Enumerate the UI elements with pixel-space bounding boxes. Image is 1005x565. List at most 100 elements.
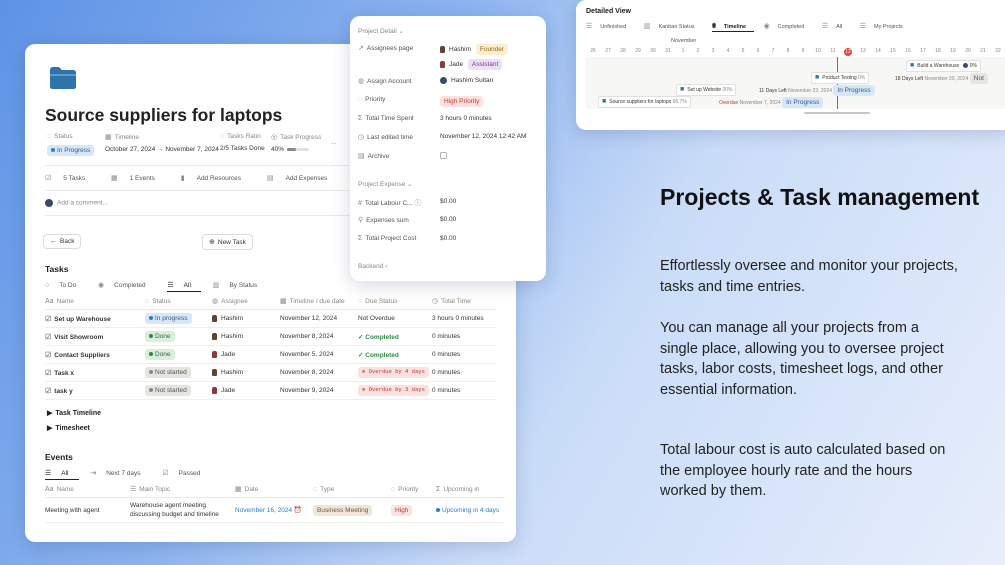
event-priority: High <box>391 497 436 523</box>
project-detail-section[interactable]: Project Detail ⌄ <box>358 28 404 35</box>
events-heading: Events <box>45 452 73 462</box>
task-due-status: ✓ Completed <box>358 345 432 364</box>
task-date: November 8, 2024 <box>280 327 358 346</box>
table-row[interactable]: ☑ Task x Not started Hashim November 8, 2024… <box>45 363 496 382</box>
column-header[interactable]: ◌ Status <box>145 294 212 310</box>
comment-input[interactable]: Add a comment... <box>45 199 108 207</box>
task-icon: ☑ <box>45 387 52 395</box>
divider <box>45 165 496 166</box>
table-row[interactable]: ☑ Set up Warehouse In progress Hashim Novemb… <box>45 309 496 328</box>
new-task-button[interactable]: ⊕ New Task <box>202 234 253 250</box>
events-relation[interactable]: ▦ 1 Events <box>111 175 155 182</box>
chevron-down-icon: ⌄ <box>407 181 413 188</box>
text-icon: Aa <box>45 485 54 493</box>
tab-unfinished[interactable]: ☰ Unfinished <box>586 23 627 30</box>
day-label: 27 <box>605 48 611 54</box>
column-header[interactable]: ◌ Priority <box>391 482 436 498</box>
tasks-relation[interactable]: ☑ 5 Tasks <box>45 175 86 182</box>
column-header[interactable]: Σ Upcoming in <box>436 482 505 498</box>
column-header[interactable]: ▦ Timeline / due date <box>280 294 358 310</box>
text-lines-icon: ☰ <box>130 486 137 493</box>
plus-circle-icon: ⊕ <box>209 239 215 246</box>
column-header[interactable]: Aa Name <box>45 482 130 498</box>
board-icon: ▥ <box>643 23 651 30</box>
timesheet-toggle[interactable]: ▶ Timesheet <box>47 425 90 432</box>
view-tabs: ☰ Unfinished ▥ Kanban Status ⩩ Timeline ◉ Co… <box>586 22 919 32</box>
tab-all-events[interactable]: ☰ All <box>45 470 79 480</box>
project-expense-section[interactable]: Project Expense ⌄ <box>358 181 413 188</box>
table-row[interactable]: ☑ task y Not started Jade November 9, 2024 ⊗ … <box>45 381 496 400</box>
task-due-status: ⊗ Overdue by 3 days <box>358 381 432 400</box>
triangle-right-icon: ▶ <box>47 425 53 432</box>
tab-by-status[interactable]: ▥ By Status <box>212 282 258 289</box>
task-date: November 12, 2024 <box>280 309 358 328</box>
task-total-time: 0 minutes <box>432 327 496 346</box>
tab-all[interactable]: ☰ All <box>821 23 843 30</box>
intro-paragraph: Effortlessly oversee and monitor your pr… <box>660 258 958 295</box>
tab-kanban-status[interactable]: ▥ Kanban Status <box>643 23 695 30</box>
task-name: ☑ Task x <box>45 363 145 382</box>
receipt-icon: ▤ <box>266 175 274 182</box>
task-icon: ☑ <box>45 369 52 377</box>
table-row[interactable]: ☑ Visit Showroom Done Hashim November 8, 202… <box>45 327 496 346</box>
people-icon: ◍ <box>358 78 365 85</box>
task-total-time: 0 minutes <box>432 363 496 382</box>
more-properties-button[interactable]: ... <box>331 139 337 146</box>
backend-section[interactable]: Backend › <box>358 263 388 270</box>
task-total-time: 3 hours 0 minutes <box>432 309 496 328</box>
column-header[interactable]: ◍ Assignee <box>212 294 280 310</box>
day-label: 4 <box>726 48 730 54</box>
back-button[interactable]: ← Back <box>43 234 82 249</box>
labour-cost-paragraph: Total labour cost is auto calculated bas… <box>660 442 946 499</box>
timeline-bar[interactable]: ■ Source suppliers for laptops 66.7% <box>598 96 691 108</box>
day-label: 15 <box>890 48 896 54</box>
list-icon: ☰ <box>586 23 593 30</box>
column-header[interactable]: ◌ Due Status <box>358 294 432 310</box>
table-row[interactable]: Meeting with agent Warehouse agent meeti… <box>45 497 505 523</box>
column-header[interactable]: ◷ Total Time <box>432 294 496 310</box>
tab-completed[interactable]: ◉ Completed <box>98 282 146 289</box>
task-progress-property[interactable]: ◎ Task Progress 40% <box>271 134 322 153</box>
formula-icon: ◌ <box>358 297 363 305</box>
event-type: Business Meeting <box>313 497 391 523</box>
day-label: 19 <box>950 48 956 54</box>
divider <box>45 190 496 191</box>
column-header[interactable]: ◌ Type <box>313 482 391 498</box>
column-header[interactable]: Aa Name <box>45 294 145 310</box>
tab-timeline[interactable]: ⩩ Timeline <box>712 23 755 32</box>
tab-completed[interactable]: ◉ Completed <box>763 23 805 30</box>
column-header[interactable]: ☰ Main Topic <box>130 482 235 498</box>
tab-next-7-days[interactable]: ⇥ Next 7 days <box>90 470 141 477</box>
view-title: Detailed View <box>586 8 632 15</box>
tab-passed[interactable]: ☑ Passed <box>162 470 201 477</box>
task-assignee: Jade <box>212 345 280 364</box>
day-label: 7 <box>771 48 775 54</box>
tab-my-projects[interactable]: ☰ My Projects <box>859 23 903 30</box>
add-resources-button[interactable]: ▮ Add Resources <box>180 175 242 182</box>
timeline-property[interactable]: ▦ Timeline October 27, 2024 → November 7,… <box>105 134 219 153</box>
circle-icon: ○ <box>45 282 50 289</box>
timeline-bar[interactable]: ■ Build a Warehouse 0% <box>906 60 981 72</box>
alarm-clock-icon: ⏰ <box>293 507 302 514</box>
formula-icon: Σ <box>358 235 363 242</box>
timeline-bar[interactable]: ■ Set up Website 20% <box>676 84 737 96</box>
archive-checkbox[interactable] <box>440 152 447 159</box>
horizontal-scrollbar[interactable] <box>804 112 870 114</box>
table-row[interactable]: ☑ Contact Suppliers Done Jade November 5, 20… <box>45 345 496 364</box>
task-date: November 8, 2024 <box>280 363 358 382</box>
status-badge: In Progress <box>47 145 95 156</box>
day-label: 18 <box>935 48 941 54</box>
timeline-bar[interactable]: ■ Product Testing 0% <box>811 72 870 84</box>
tasks-ratio-property[interactable]: ◌ Tasks Ratio 2/5 Tasks Done <box>220 133 265 152</box>
day-label: 20 <box>965 48 971 54</box>
tab-all[interactable]: ☰ All <box>167 282 201 292</box>
task-date: November 5, 2024 <box>280 345 358 364</box>
day-label: 5 <box>741 48 745 54</box>
status-property[interactable]: ◌ Status In Progress <box>47 133 95 156</box>
add-expenses-button[interactable]: ▤ Add Expenses <box>266 175 328 182</box>
tab-to-do[interactable]: ○ To Do <box>45 282 77 289</box>
task-progress-bar <box>287 147 310 151</box>
day-label: 22 <box>995 48 1001 54</box>
task-timeline-toggle[interactable]: ▶ Task Timeline <box>47 410 102 417</box>
column-header[interactable]: ▦ Date <box>235 482 313 498</box>
